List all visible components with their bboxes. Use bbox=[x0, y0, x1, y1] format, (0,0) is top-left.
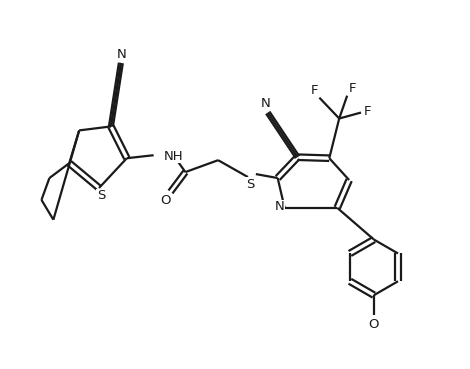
Text: N: N bbox=[261, 97, 271, 110]
Text: S: S bbox=[97, 189, 105, 203]
Text: N: N bbox=[275, 200, 284, 213]
Text: F: F bbox=[311, 84, 318, 97]
Text: S: S bbox=[246, 177, 254, 190]
Text: F: F bbox=[348, 82, 356, 95]
Text: O: O bbox=[160, 194, 171, 207]
Text: F: F bbox=[364, 105, 372, 118]
Text: NH: NH bbox=[164, 150, 183, 163]
Text: N: N bbox=[117, 48, 127, 62]
Text: O: O bbox=[368, 318, 379, 331]
